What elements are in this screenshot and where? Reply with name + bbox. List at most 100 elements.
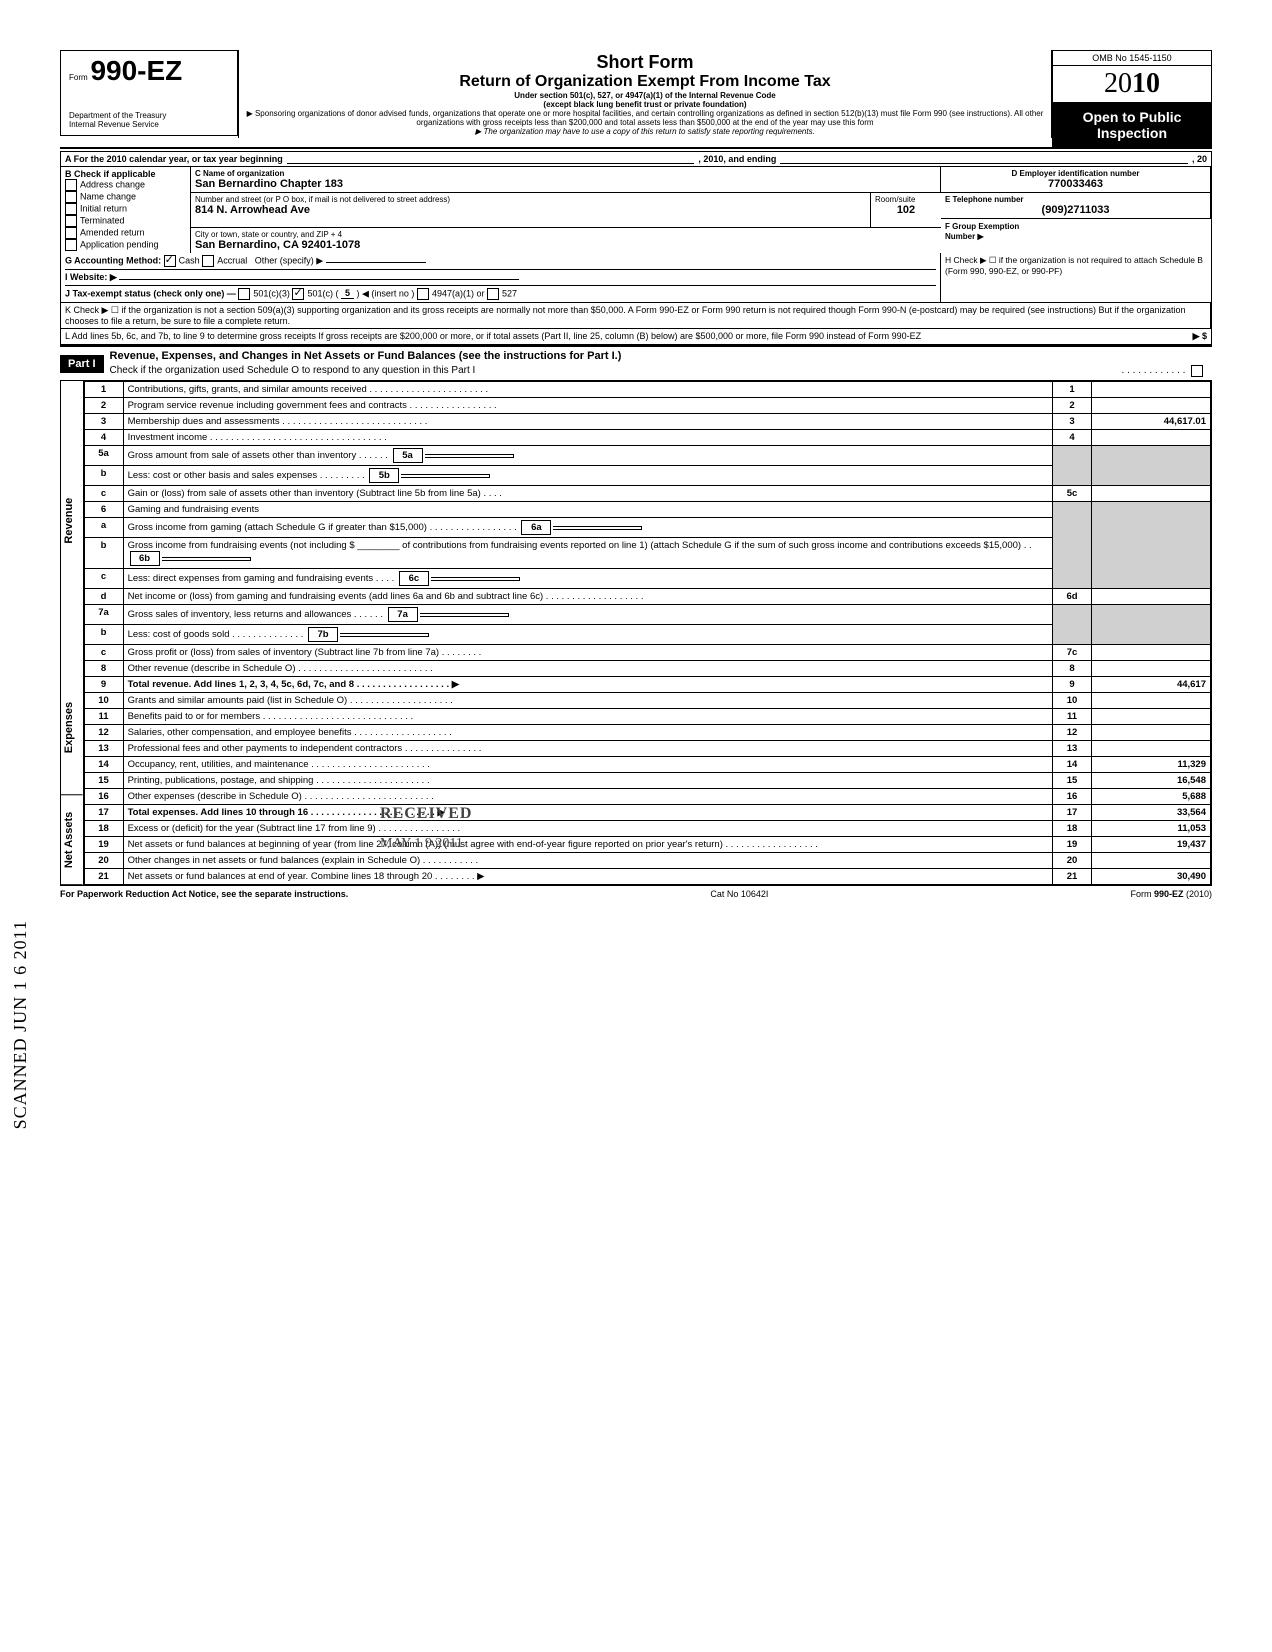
ln-5c-v xyxy=(1092,486,1211,502)
form-prefix: Form xyxy=(69,73,88,82)
dept-irs: Internal Revenue Service xyxy=(69,120,229,129)
ln-6c-d: Less: direct expenses from gaming and fu… xyxy=(123,569,1052,589)
ln-6c-n: c xyxy=(84,569,123,589)
ln-19-d: Net assets or fund balances at beginning… xyxy=(123,837,1052,853)
b-amended: Amended return xyxy=(80,227,145,237)
D-label: D Employer identification number xyxy=(945,169,1206,178)
L-text: L Add lines 5b, 6c, and 7b, to line 9 to… xyxy=(65,331,1193,342)
G-I-J-block: G Accounting Method: Cash Accrual Other … xyxy=(61,253,941,302)
ln-2-v xyxy=(1092,398,1211,414)
part1-check[interactable] xyxy=(1191,365,1203,377)
check-address-change[interactable] xyxy=(65,179,77,191)
g-other: Other (specify) ▶ xyxy=(255,255,323,265)
col-B: B Check if applicable Address change Nam… xyxy=(61,167,191,253)
ln-18-d: Excess or (deficit) for the year (Subtra… xyxy=(123,821,1052,837)
ln-15-nb: 15 xyxy=(1053,773,1092,789)
C-label: C Name of organization xyxy=(195,169,936,178)
ln-13-d: Professional fees and other payments to … xyxy=(123,741,1052,757)
ln-7a-n: 7a xyxy=(84,605,123,625)
ln-7b-sb: 7b xyxy=(308,627,338,642)
ln-17-d: Total expenses. Add lines 10 through 16 … xyxy=(123,805,1052,821)
ln-5a-sb: 5a xyxy=(393,448,423,463)
ein-value: 770033463 xyxy=(945,178,1206,190)
ln-21-n: 21 xyxy=(84,869,123,885)
b-initial-return: Initial return xyxy=(80,203,127,213)
footer-right: Form 990-EZ (2010) xyxy=(1130,889,1212,899)
ln-6-n: 6 xyxy=(84,502,123,518)
ln-11-nb: 11 xyxy=(1053,709,1092,725)
check-name-change[interactable] xyxy=(65,191,77,203)
ln-9-v: 44,617 xyxy=(1092,677,1211,693)
stamp-may: MAY 1 9 2011 xyxy=(380,836,463,852)
ln-18-nb: 18 xyxy=(1053,821,1092,837)
ln-7a-sb: 7a xyxy=(388,607,418,622)
j-501c: 501(c) ( xyxy=(307,288,338,298)
tax-year: 2010 xyxy=(1052,66,1212,103)
check-pending[interactable] xyxy=(65,239,77,251)
ln-6c-sb: 6c xyxy=(399,571,429,586)
line-A-end: , 20 xyxy=(1192,154,1207,164)
ln-7b-d: Less: cost of goods sold . . . . . . . .… xyxy=(123,625,1052,645)
ln-15-n: 15 xyxy=(84,773,123,789)
ln-16-nb: 16 xyxy=(1053,789,1092,805)
ln-12-nb: 12 xyxy=(1053,725,1092,741)
check-501c3[interactable] xyxy=(238,288,250,300)
omb-number: OMB No 1545-1150 xyxy=(1052,50,1212,66)
part1-header-row: Part I Revenue, Expenses, and Changes in… xyxy=(60,346,1212,381)
ln-9-nb: 9 xyxy=(1053,677,1092,693)
ln-6a-sb: 6a xyxy=(521,520,551,535)
ln-7a-d: Gross sales of inventory, less returns a… xyxy=(123,605,1052,625)
E-label: E Telephone number xyxy=(945,195,1206,204)
ln-17-nb: 17 xyxy=(1053,805,1092,821)
check-501c[interactable] xyxy=(292,288,304,300)
D-ein-cell: D Employer identification number 7700334… xyxy=(941,167,1211,193)
ln-18-v: 11,053 xyxy=(1092,821,1211,837)
ln-3-n: 3 xyxy=(84,414,123,430)
ln-5c-n: c xyxy=(84,486,123,502)
ln-6d-nb: 6d xyxy=(1053,589,1092,605)
check-cash[interactable] xyxy=(164,255,176,267)
footer-mid: Cat No 10642I xyxy=(710,889,768,899)
ln-8-nb: 8 xyxy=(1053,661,1092,677)
ln-7-shade-v xyxy=(1092,605,1211,645)
ln-15-d: Printing, publications, postage, and shi… xyxy=(123,773,1052,789)
ln-4-d: Investment income . . . . . . . . . . . … xyxy=(123,430,1052,446)
check-527[interactable] xyxy=(487,288,499,300)
ln-14-nb: 14 xyxy=(1053,757,1092,773)
ln-13-nb: 13 xyxy=(1053,741,1092,757)
check-accrual[interactable] xyxy=(202,255,214,267)
check-amended[interactable] xyxy=(65,227,77,239)
ln-16-d: Other expenses (describe in Schedule O) … xyxy=(123,789,1052,805)
I-website: I Website: ▶ xyxy=(65,272,117,282)
ln-19-v: 19,437 xyxy=(1092,837,1211,853)
line-A: A For the 2010 calendar year, or tax yea… xyxy=(61,152,1211,167)
under-section: Under section 501(c), 527, or 4947(a)(1)… xyxy=(245,91,1045,100)
j-insert: ) ◀ (insert no ) xyxy=(357,288,415,298)
ln-7-shade xyxy=(1053,605,1092,645)
H-block: H Check ▶ ☐ if the organization is not r… xyxy=(941,253,1211,302)
ln-13-n: 13 xyxy=(84,741,123,757)
ln-8-n: 8 xyxy=(84,661,123,677)
ln-5ab-shade-v xyxy=(1092,446,1211,486)
title-box: Short Form Return of Organization Exempt… xyxy=(238,50,1052,138)
dept-treasury: Department of the Treasury xyxy=(69,111,229,120)
ln-5c-d: Gain or (loss) from sale of assets other… xyxy=(123,486,1052,502)
C-room-label: Room/suite xyxy=(875,195,937,204)
ln-8-v xyxy=(1092,661,1211,677)
E-phone-cell: E Telephone number (909)2711033 xyxy=(941,193,1211,219)
ln-1-v xyxy=(1092,382,1211,398)
ln-7c-d: Gross profit or (loss) from sales of inv… xyxy=(123,645,1052,661)
L-arrow: ▶ $ xyxy=(1193,331,1207,342)
check-4947[interactable] xyxy=(417,288,429,300)
ln-7c-v xyxy=(1092,645,1211,661)
form-number-box: Form 990-EZ Department of the Treasury I… xyxy=(60,50,238,136)
ln-4-n: 4 xyxy=(84,430,123,446)
K-line: K Check ▶ ☐ if the organization is not a… xyxy=(61,302,1211,329)
year-10: 10 xyxy=(1132,68,1160,99)
check-terminated[interactable] xyxy=(65,215,77,227)
line-A-begin: A For the 2010 calendar year, or tax yea… xyxy=(65,154,283,164)
org-room: 102 xyxy=(875,204,937,216)
check-initial-return[interactable] xyxy=(65,203,77,215)
ln-8-d: Other revenue (describe in Schedule O) .… xyxy=(123,661,1052,677)
sidebar-revenue: Revenue xyxy=(61,381,83,660)
